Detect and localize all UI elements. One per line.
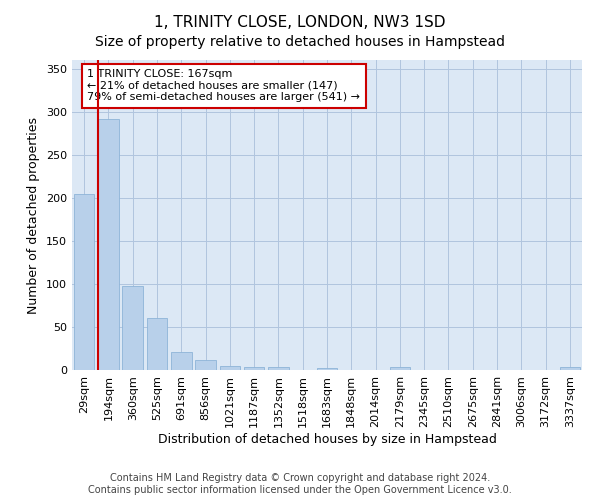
Y-axis label: Number of detached properties: Number of detached properties xyxy=(28,116,40,314)
Bar xyxy=(389,368,410,370)
Bar xyxy=(560,368,580,370)
Bar xyxy=(74,194,94,370)
Bar xyxy=(317,368,337,370)
Bar xyxy=(98,120,119,370)
Text: 1, TRINITY CLOSE, LONDON, NW3 1SD: 1, TRINITY CLOSE, LONDON, NW3 1SD xyxy=(154,15,446,30)
Bar xyxy=(220,366,240,370)
Text: Contains HM Land Registry data © Crown copyright and database right 2024.
Contai: Contains HM Land Registry data © Crown c… xyxy=(88,474,512,495)
Bar xyxy=(171,352,191,370)
Bar xyxy=(122,286,143,370)
Bar xyxy=(146,318,167,370)
Bar xyxy=(268,368,289,370)
Text: 1 TRINITY CLOSE: 167sqm
← 21% of detached houses are smaller (147)
79% of semi-d: 1 TRINITY CLOSE: 167sqm ← 21% of detache… xyxy=(88,70,360,102)
Bar xyxy=(244,366,265,370)
X-axis label: Distribution of detached houses by size in Hampstead: Distribution of detached houses by size … xyxy=(158,432,496,446)
Text: Size of property relative to detached houses in Hampstead: Size of property relative to detached ho… xyxy=(95,35,505,49)
Bar xyxy=(195,360,216,370)
